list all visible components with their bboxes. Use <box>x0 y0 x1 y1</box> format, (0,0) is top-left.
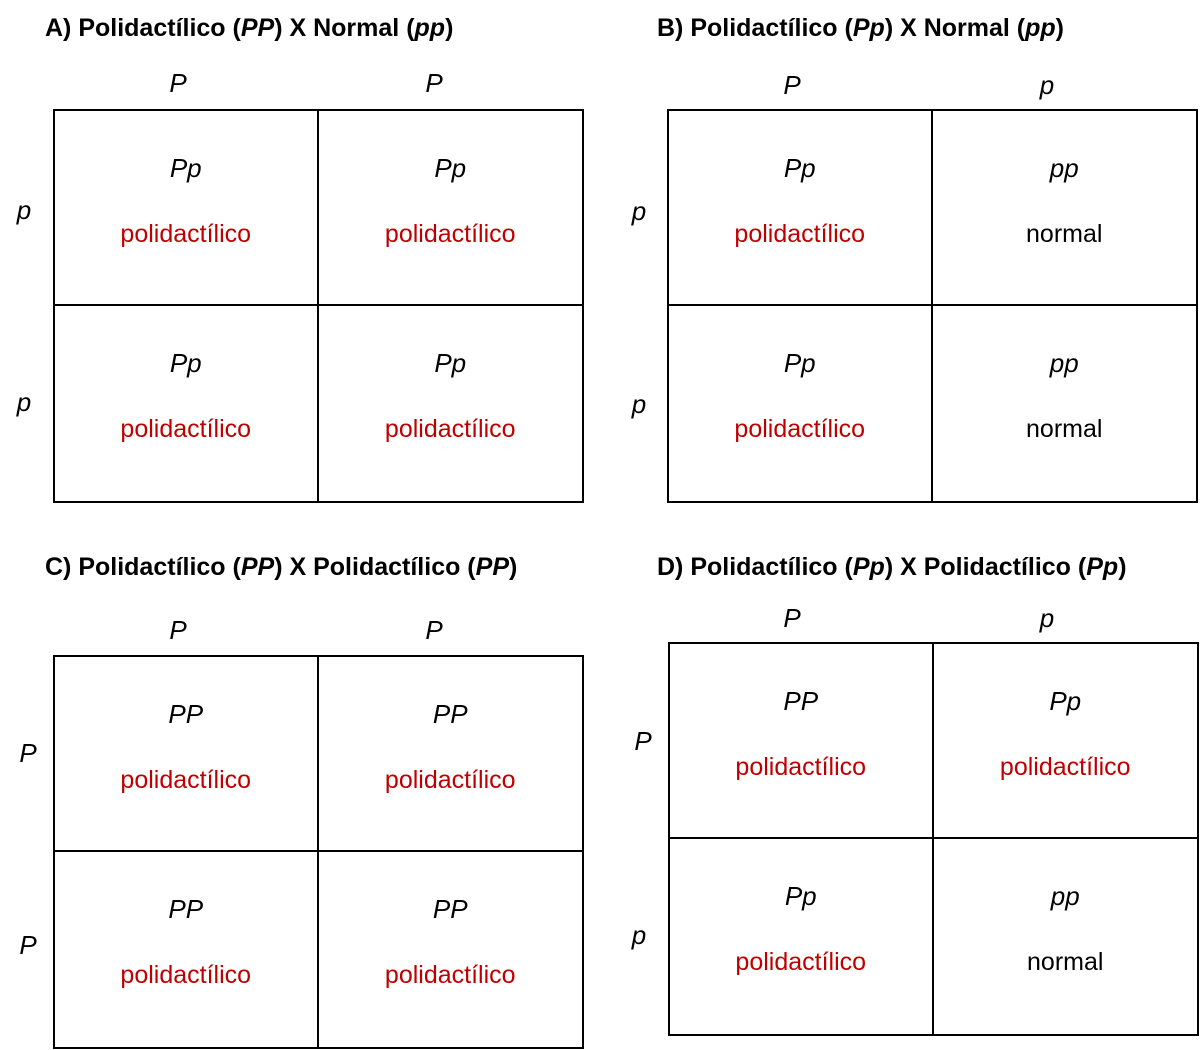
phenotype: polidactílico <box>120 766 252 794</box>
panel-a-title: A) Polidactílico (PP) X Normal (pp) <box>45 16 453 41</box>
punnett-cell: pp normal <box>934 839 1198 1034</box>
genotype: Pp <box>169 348 202 378</box>
title-part: ) X Normal ( <box>884 14 1026 42</box>
title-part: ) X Polidactílico ( <box>274 553 476 581</box>
genotype: Pp <box>783 153 816 183</box>
genotype: PP <box>168 699 204 729</box>
phenotype: normal <box>1026 415 1103 443</box>
punnett-cell: Pp polidactílico <box>55 306 319 501</box>
genotype: Pp <box>434 153 467 183</box>
title-part: B) Polidactílico ( <box>657 14 853 42</box>
genotype: PP <box>168 894 204 924</box>
top-allele: P <box>425 68 443 98</box>
left-allele: P <box>19 930 37 960</box>
title-part: C) Polidactílico ( <box>45 553 241 581</box>
phenotype: polidactílico <box>735 753 867 781</box>
top-allele: P <box>783 603 801 633</box>
punnett-cell: PP polidactílico <box>319 852 583 1047</box>
title-part: D) Polidactílico ( <box>657 553 853 581</box>
phenotype: polidactílico <box>384 766 516 794</box>
title-part: ) <box>509 553 518 581</box>
genotype: pp <box>1049 153 1079 183</box>
title-part: ) X Normal ( <box>274 14 415 42</box>
phenotype: polidactílico <box>734 220 866 248</box>
title-part: Pp <box>852 553 885 581</box>
punnett-cell: PP polidactílico <box>318 657 582 852</box>
genotype: pp <box>1050 881 1080 911</box>
title-part: Pp <box>852 14 885 42</box>
phenotype: normal <box>1027 948 1104 976</box>
phenotype: polidactílico <box>734 415 866 443</box>
top-allele: P <box>425 615 443 645</box>
punnett-cell: pp normal <box>932 111 1196 306</box>
punnett-cell: Pp polidactílico <box>55 111 319 306</box>
top-allele: P <box>169 615 187 645</box>
top-allele: p <box>1039 70 1055 100</box>
phenotype: normal <box>1026 220 1103 248</box>
genotype: Pp <box>1049 686 1082 716</box>
title-part: pp <box>414 14 446 42</box>
punnett-square-d: PP polidactílico Pp polidactílico Pp pol… <box>668 642 1199 1036</box>
punnett-cell: Pp polidactílico <box>669 306 933 501</box>
genotype: Pp <box>784 881 817 911</box>
genotype: PP <box>783 686 819 716</box>
genotype: Pp <box>434 348 467 378</box>
panel-b-title: B) Polidactílico (Pp) X Normal (pp) <box>657 16 1064 41</box>
phenotype: polidactílico <box>384 961 516 989</box>
genotype: Pp <box>783 348 816 378</box>
phenotype: polidactílico <box>384 415 516 443</box>
left-allele: p <box>631 920 647 950</box>
title-part: pp <box>1025 14 1056 42</box>
punnett-cell: Pp polidactílico <box>933 644 1197 839</box>
phenotype: polidactílico <box>120 220 252 248</box>
left-allele: p <box>16 195 32 225</box>
title-part: Pp <box>1086 553 1119 581</box>
punnett-square-a: Pp polidactílico Pp polidactílico Pp pol… <box>53 109 584 503</box>
left-allele: p <box>631 389 647 419</box>
punnett-square-b: Pp polidactílico pp normal Pp polidactíl… <box>667 109 1198 503</box>
title-part: ) <box>1118 553 1127 581</box>
genotype: Pp <box>169 153 202 183</box>
genotype: pp <box>1049 348 1079 378</box>
title-part: PP <box>475 553 509 581</box>
phenotype: polidactílico <box>384 220 516 248</box>
top-allele: P <box>783 70 801 100</box>
title-part: PP <box>240 553 275 581</box>
punnett-square-c: PP polidactílico PP polidactílico PP pol… <box>53 655 584 1049</box>
punnett-cell: Pp polidactílico <box>318 111 582 306</box>
panel-c-title: C) Polidactílico (PP) X Polidactílico (P… <box>45 555 517 580</box>
left-allele: P <box>634 726 652 756</box>
title-part: PP <box>240 14 275 42</box>
left-allele: p <box>631 196 647 226</box>
title-part: ) <box>1055 14 1064 42</box>
punnett-cell: PP polidactílico <box>670 644 934 839</box>
top-allele: p <box>1039 603 1055 633</box>
phenotype: polidactílico <box>735 948 867 976</box>
genotype: PP <box>432 894 468 924</box>
punnett-cell: PP polidactílico <box>55 852 319 1047</box>
top-allele: P <box>169 68 187 98</box>
title-part: ) <box>445 14 454 42</box>
punnett-cell: PP polidactílico <box>55 657 319 852</box>
punnett-cell: Pp polidactílico <box>670 839 934 1034</box>
phenotype: polidactílico <box>120 961 252 989</box>
genotype: PP <box>432 699 468 729</box>
phenotype: polidactílico <box>999 753 1131 781</box>
title-part: ) X Polidactílico ( <box>884 553 1087 581</box>
left-allele: p <box>16 387 32 417</box>
panel-d-title: D) Polidactílico (Pp) X Polidactílico (P… <box>657 555 1127 580</box>
left-allele: P <box>19 738 37 768</box>
punnett-cell: Pp polidactílico <box>669 111 933 306</box>
title-part: A) Polidactílico ( <box>45 14 241 42</box>
punnett-cell: pp normal <box>933 306 1197 501</box>
phenotype: polidactílico <box>120 415 252 443</box>
punnett-cell: Pp polidactílico <box>319 306 583 501</box>
